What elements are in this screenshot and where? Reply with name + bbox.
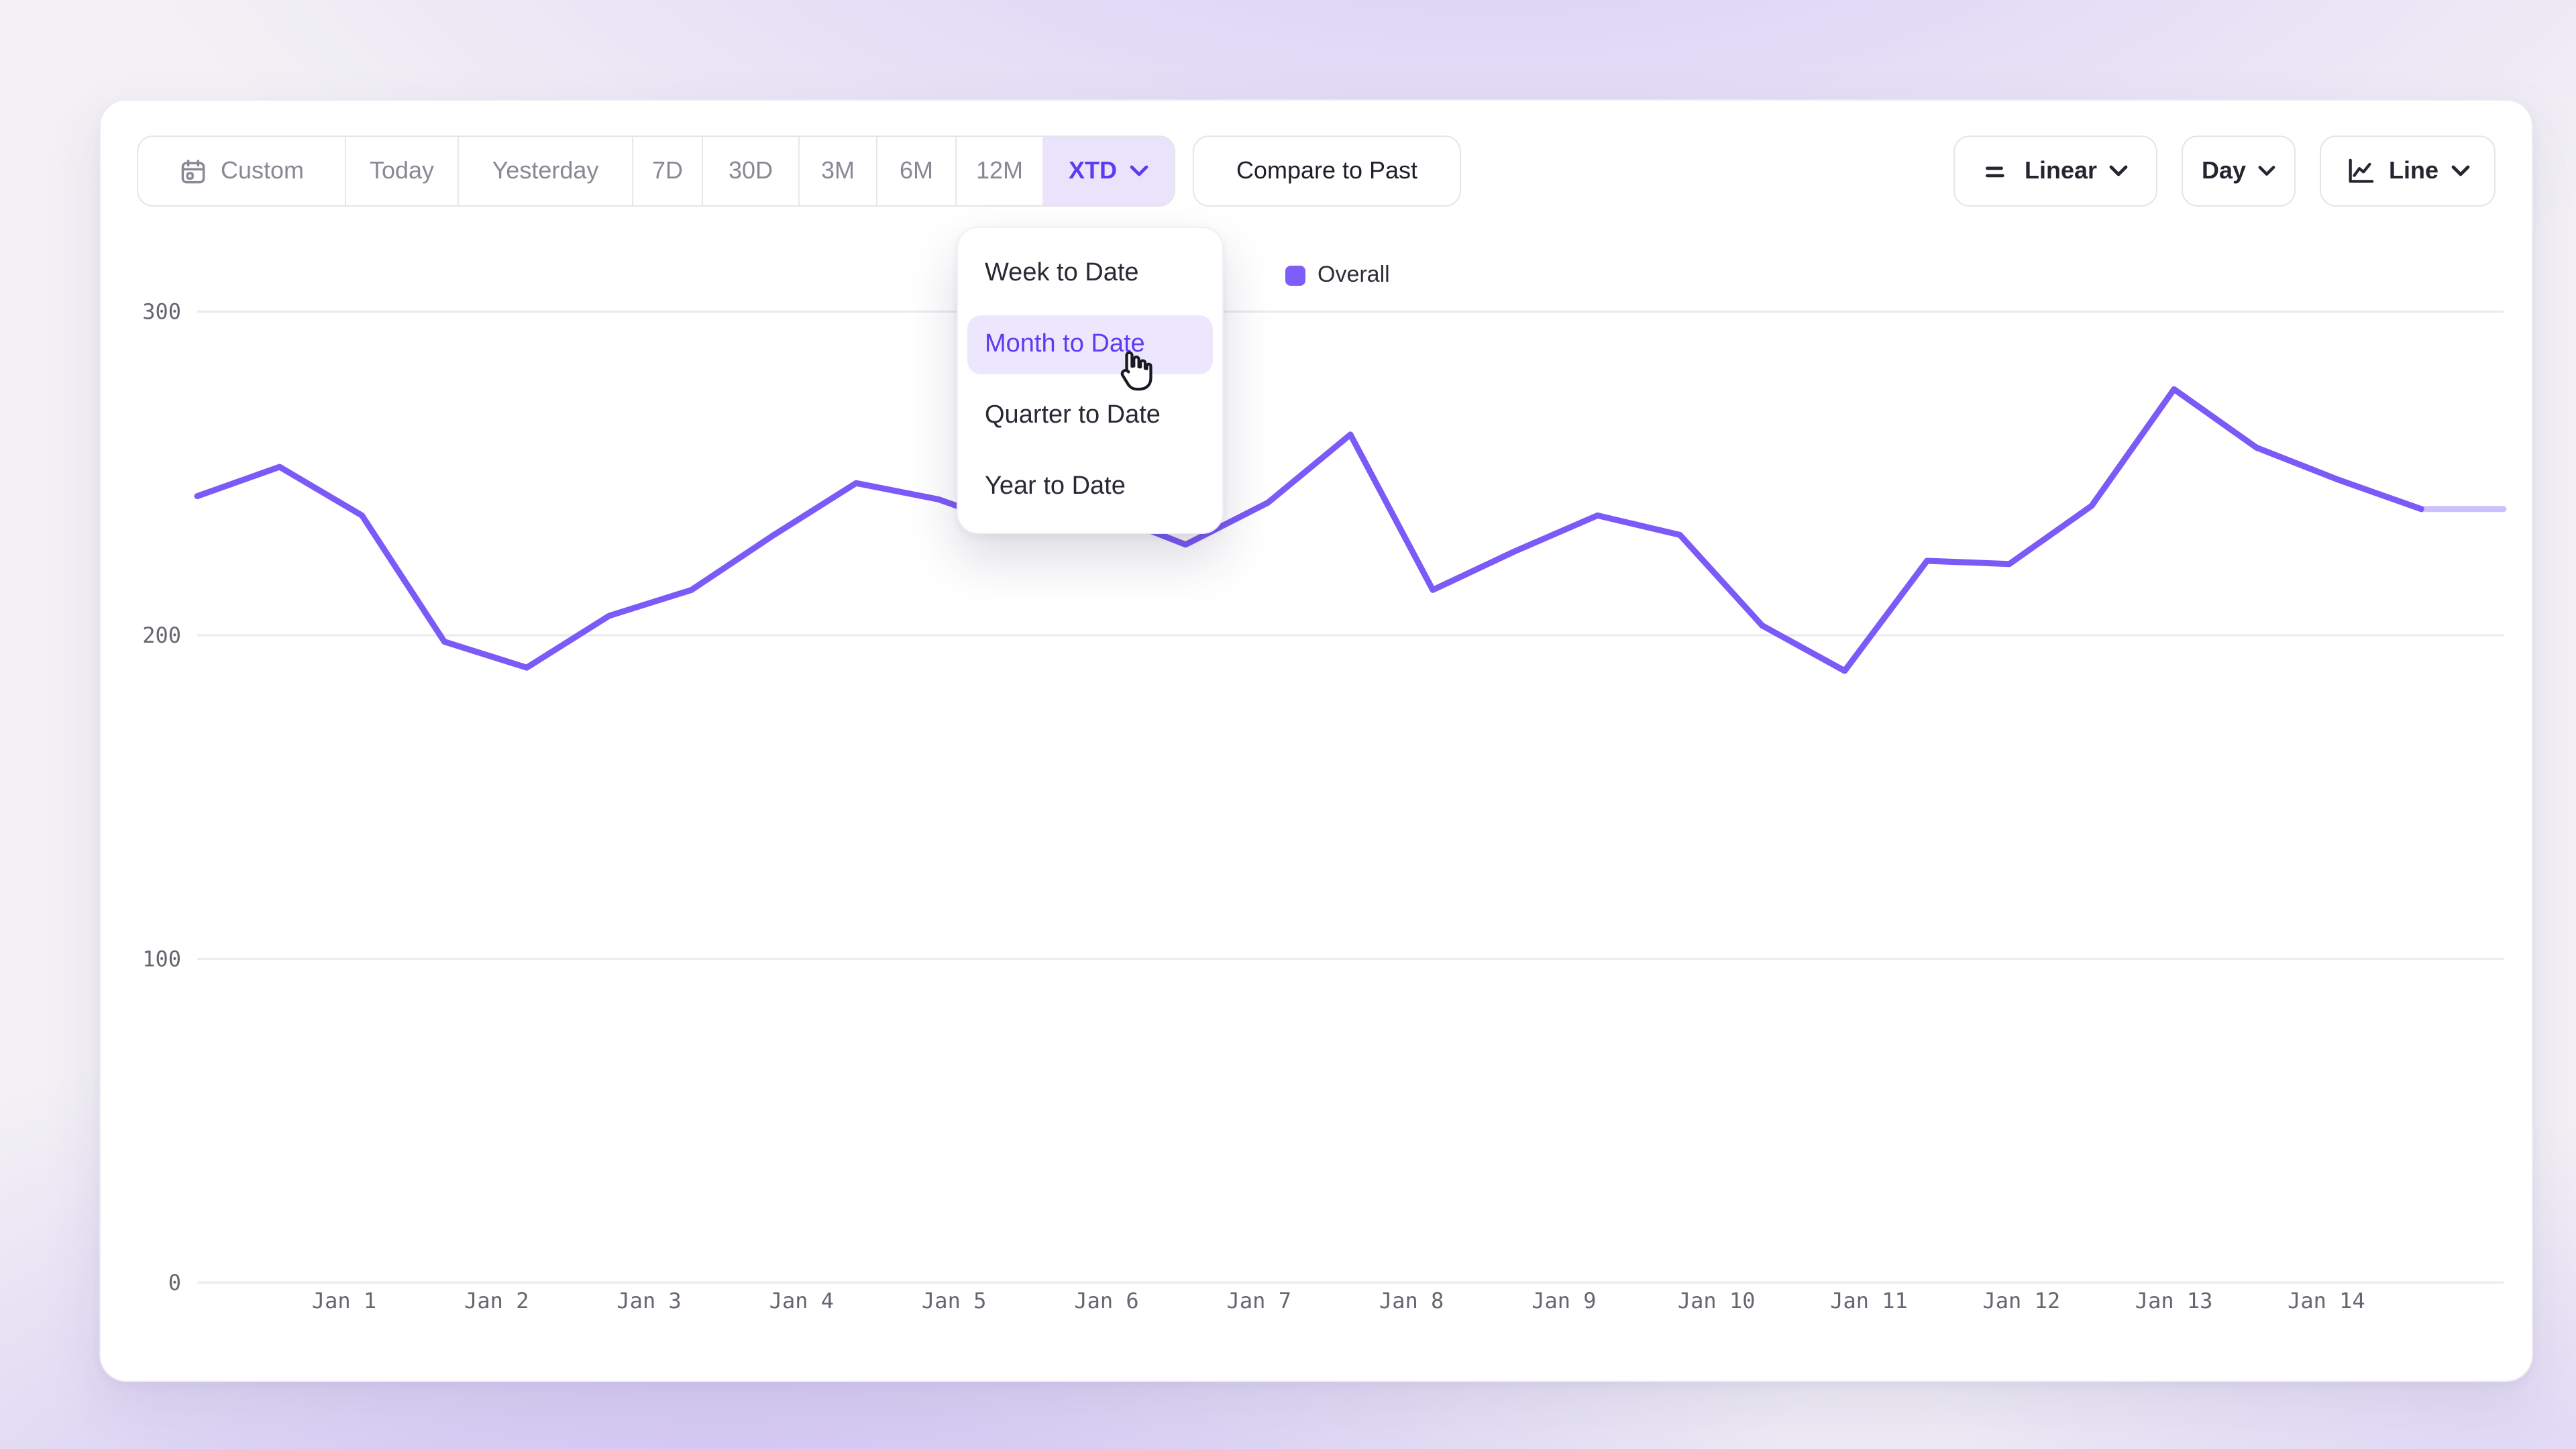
chevron-down-icon [2258,166,2275,176]
chevron-down-icon [2451,165,2469,176]
x-tick-label: Jan 5 [922,1288,986,1313]
chart-type-select-button[interactable]: Line [2320,136,2496,207]
dropdown-item-quarter-to-date[interactable]: Quarter to Date [985,401,1161,429]
date-range-today[interactable]: Today [345,137,458,205]
y-tick-label: 100 [142,947,181,972]
series-line-overall[interactable] [194,386,2424,674]
chart-controls: Linear Day Line [1953,136,2496,207]
date-range-7d[interactable]: 7D [632,137,702,205]
x-tick-label: Jan 3 [616,1288,681,1313]
toolbar: Custom Today Yesterday 7D 30D 3M 6M 12M … [137,136,2496,207]
compare-to-past-button[interactable]: Compare to Past [1193,136,1461,207]
legend-swatch [1285,265,1305,285]
legend-label: Overall [1318,262,1390,287]
x-tick-label: Jan 6 [1074,1288,1138,1313]
chart-canvas: 0 100 200 300 Jan 1 Jan 2 Jan 3 Jan 4 Jan 5 Jan 6… [142,299,2507,1313]
line-chart-icon [2349,158,2375,183]
calendar-icon [182,159,206,183]
date-range-xtd[interactable]: XTD [1042,137,1174,205]
dropdown-item-month-to-date[interactable]: Month to Date [967,315,1213,374]
date-range-group: Custom Today Yesterday 7D 30D 3M 6M 12M … [137,136,1175,207]
x-tick-label: Jan 10 [1678,1288,1756,1313]
y-tick-label: 300 [142,299,181,325]
date-range-12m[interactable]: 12M [955,137,1042,205]
y-tick-label: 200 [142,623,181,648]
date-range-3m[interactable]: 3M [798,137,876,205]
x-tick-label: Jan 14 [2288,1288,2365,1313]
interval-select-button[interactable]: Day [2182,136,2296,207]
chevron-down-icon [2109,165,2128,176]
dropdown-item-week-to-date[interactable]: Week to Date [985,259,1139,287]
x-tick-label: Jan 12 [1983,1288,2061,1313]
x-tick-label: Jan 8 [1379,1288,1444,1313]
x-tick-label: Jan 4 [769,1288,834,1313]
linear-scale-icon [1986,166,2004,177]
date-range-dropdown: Week to Date Month to Date Quarter to Da… [957,227,1224,534]
x-tick-label: Jan 1 [312,1288,376,1313]
x-tick-label: Jan 9 [1532,1288,1596,1313]
x-tick-label: Jan 2 [464,1288,529,1313]
scale-select-button[interactable]: Linear [1953,136,2157,207]
x-tick-label: Jan 13 [2135,1288,2213,1313]
date-range-6m[interactable]: 6M [876,137,955,205]
x-tick-label: Jan 11 [1830,1288,1908,1313]
legend[interactable]: Overall [1285,262,1390,288]
x-tick-label: Jan 7 [1227,1288,1291,1313]
dropdown-item-year-to-date[interactable]: Year to Date [985,472,1126,500]
date-range-yesterday[interactable]: Yesterday [458,137,632,205]
date-range-label: Custom [220,157,304,184]
chevron-down-icon [1129,165,1148,176]
date-range-custom[interactable]: Custom [138,137,345,205]
date-range-30d[interactable]: 30D [702,137,798,205]
y-tick-label: 0 [168,1270,181,1295]
chart-card: 0 100 200 300 Jan 1 Jan 2 Jan 3 Jan 4 Jan 5 Jan 6… [99,99,2533,1382]
